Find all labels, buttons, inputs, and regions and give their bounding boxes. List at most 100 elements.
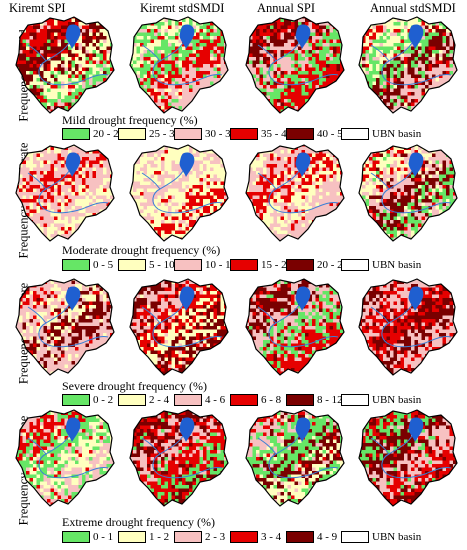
legend-label: 40 - 50 (317, 128, 349, 140)
basin-outline (129, 278, 229, 376)
river-line (38, 429, 109, 479)
legend-label: 20 - 25 (93, 128, 125, 140)
legend-label: 4 - 9 (317, 531, 338, 543)
lake-tana-shape (408, 152, 424, 177)
river-line (268, 164, 339, 214)
map-kiremt-spi-row3 (12, 277, 117, 377)
map-kiremt-spi-row1 (12, 15, 117, 115)
map-annual-spi-row1 (242, 15, 347, 115)
river-line (27, 44, 47, 62)
river-line (27, 437, 47, 455)
legend-label: UBN basin (372, 259, 422, 271)
lake-tana-shape (65, 24, 81, 49)
legend-label: 0 - 1 (93, 531, 114, 543)
legend-label: 15 - 20 (261, 259, 293, 271)
river-line (268, 36, 339, 86)
legend-title-moderate: Moderate drought frequency (%) (62, 243, 221, 257)
river-line (257, 44, 277, 62)
lake-tana-shape (179, 152, 195, 177)
river-line (152, 36, 223, 86)
legend-label: 2 - 4 (149, 394, 170, 406)
legend-label: 3 - 4 (261, 531, 282, 543)
legend-swatch (174, 531, 202, 543)
river-line (141, 44, 161, 62)
river-line (27, 306, 47, 324)
legend-swatch (286, 394, 314, 406)
river-line (38, 164, 109, 214)
basin-outline (15, 278, 115, 376)
basin-outline (15, 16, 115, 114)
river-line (141, 306, 161, 324)
legend-swatch (118, 394, 146, 406)
basin-outline (245, 144, 345, 242)
lake-tana-shape (295, 286, 311, 311)
legend-label: 10 - 15 (205, 259, 237, 271)
map-kiremt-spi-row2 (12, 143, 117, 243)
legend-label: 1 - 2 (149, 531, 170, 543)
lake-tana-shape (65, 152, 81, 177)
river-line (268, 429, 339, 479)
legend-swatch (62, 128, 90, 140)
column-title-kiremt-stdsmdi: Kiremt stdSMDI (140, 1, 225, 15)
legend-swatch (286, 259, 314, 271)
legend-swatch (62, 259, 90, 271)
legend-label: 20 - 25 (317, 259, 349, 271)
lake-tana-shape (179, 24, 195, 49)
legend-swatch (341, 259, 369, 271)
lake-tana-shape (295, 24, 311, 49)
map-kiremt-stdsmdi-row3 (126, 277, 231, 377)
legend-title-mild: Mild drought frequency (%) (62, 113, 198, 127)
basin-outline (129, 144, 229, 242)
lake-tana-shape (179, 286, 195, 311)
legend-title-extreme: Extreme drought frequency (%) (62, 515, 215, 529)
river-line (381, 36, 452, 86)
river-line (257, 172, 277, 190)
legend-label: 4 - 6 (205, 394, 226, 406)
lake-tana-shape (408, 286, 424, 311)
basin-outline (245, 409, 345, 507)
column-title-annual-stdsmdi: Annual stdSMDI (370, 1, 456, 15)
lake-tana-shape (65, 286, 81, 311)
legend-swatch (341, 128, 369, 140)
legend-label: 2 - 3 (205, 531, 226, 543)
map-kiremt-spi-row4 (12, 408, 117, 508)
map-annual-stdsmdi-row3 (355, 277, 460, 377)
legend-swatch (230, 259, 258, 271)
legend-label: UBN basin (372, 128, 422, 140)
legend-swatch (230, 394, 258, 406)
legend-swatch (286, 128, 314, 140)
legend-swatch (118, 128, 146, 140)
legend-swatch (118, 531, 146, 543)
basin-outline (15, 144, 115, 242)
legend-swatch (118, 259, 146, 271)
legend-swatch (62, 394, 90, 406)
lake-tana-shape (295, 152, 311, 177)
river-line (257, 306, 277, 324)
basin-outline (129, 409, 229, 507)
river-line (381, 429, 452, 479)
legend-swatch (174, 128, 202, 140)
legend-swatch (174, 259, 202, 271)
lake-tana-shape (295, 417, 311, 442)
column-title-annual-spi: Annual SPI (257, 1, 315, 15)
basin-outline (358, 144, 458, 242)
legend-label: 0 - 5 (93, 259, 114, 271)
lake-tana-shape (179, 417, 195, 442)
lake-tana-shape (65, 417, 81, 442)
basin-outline (358, 278, 458, 376)
river-line (38, 36, 109, 86)
lake-tana-shape (408, 417, 424, 442)
river-line (152, 164, 223, 214)
river-line (381, 298, 452, 348)
map-kiremt-stdsmdi-row4 (126, 408, 231, 508)
lake-tana-shape (408, 24, 424, 49)
river-line (370, 437, 390, 455)
legend-swatch (286, 531, 314, 543)
river-line (268, 298, 339, 348)
legend-label: 5 - 10 (149, 259, 175, 271)
map-annual-stdsmdi-row4 (355, 408, 460, 508)
basin-outline (358, 16, 458, 114)
basin-outline (245, 16, 345, 114)
map-annual-spi-row4 (242, 408, 347, 508)
legend-label: 25 - 30 (149, 128, 181, 140)
